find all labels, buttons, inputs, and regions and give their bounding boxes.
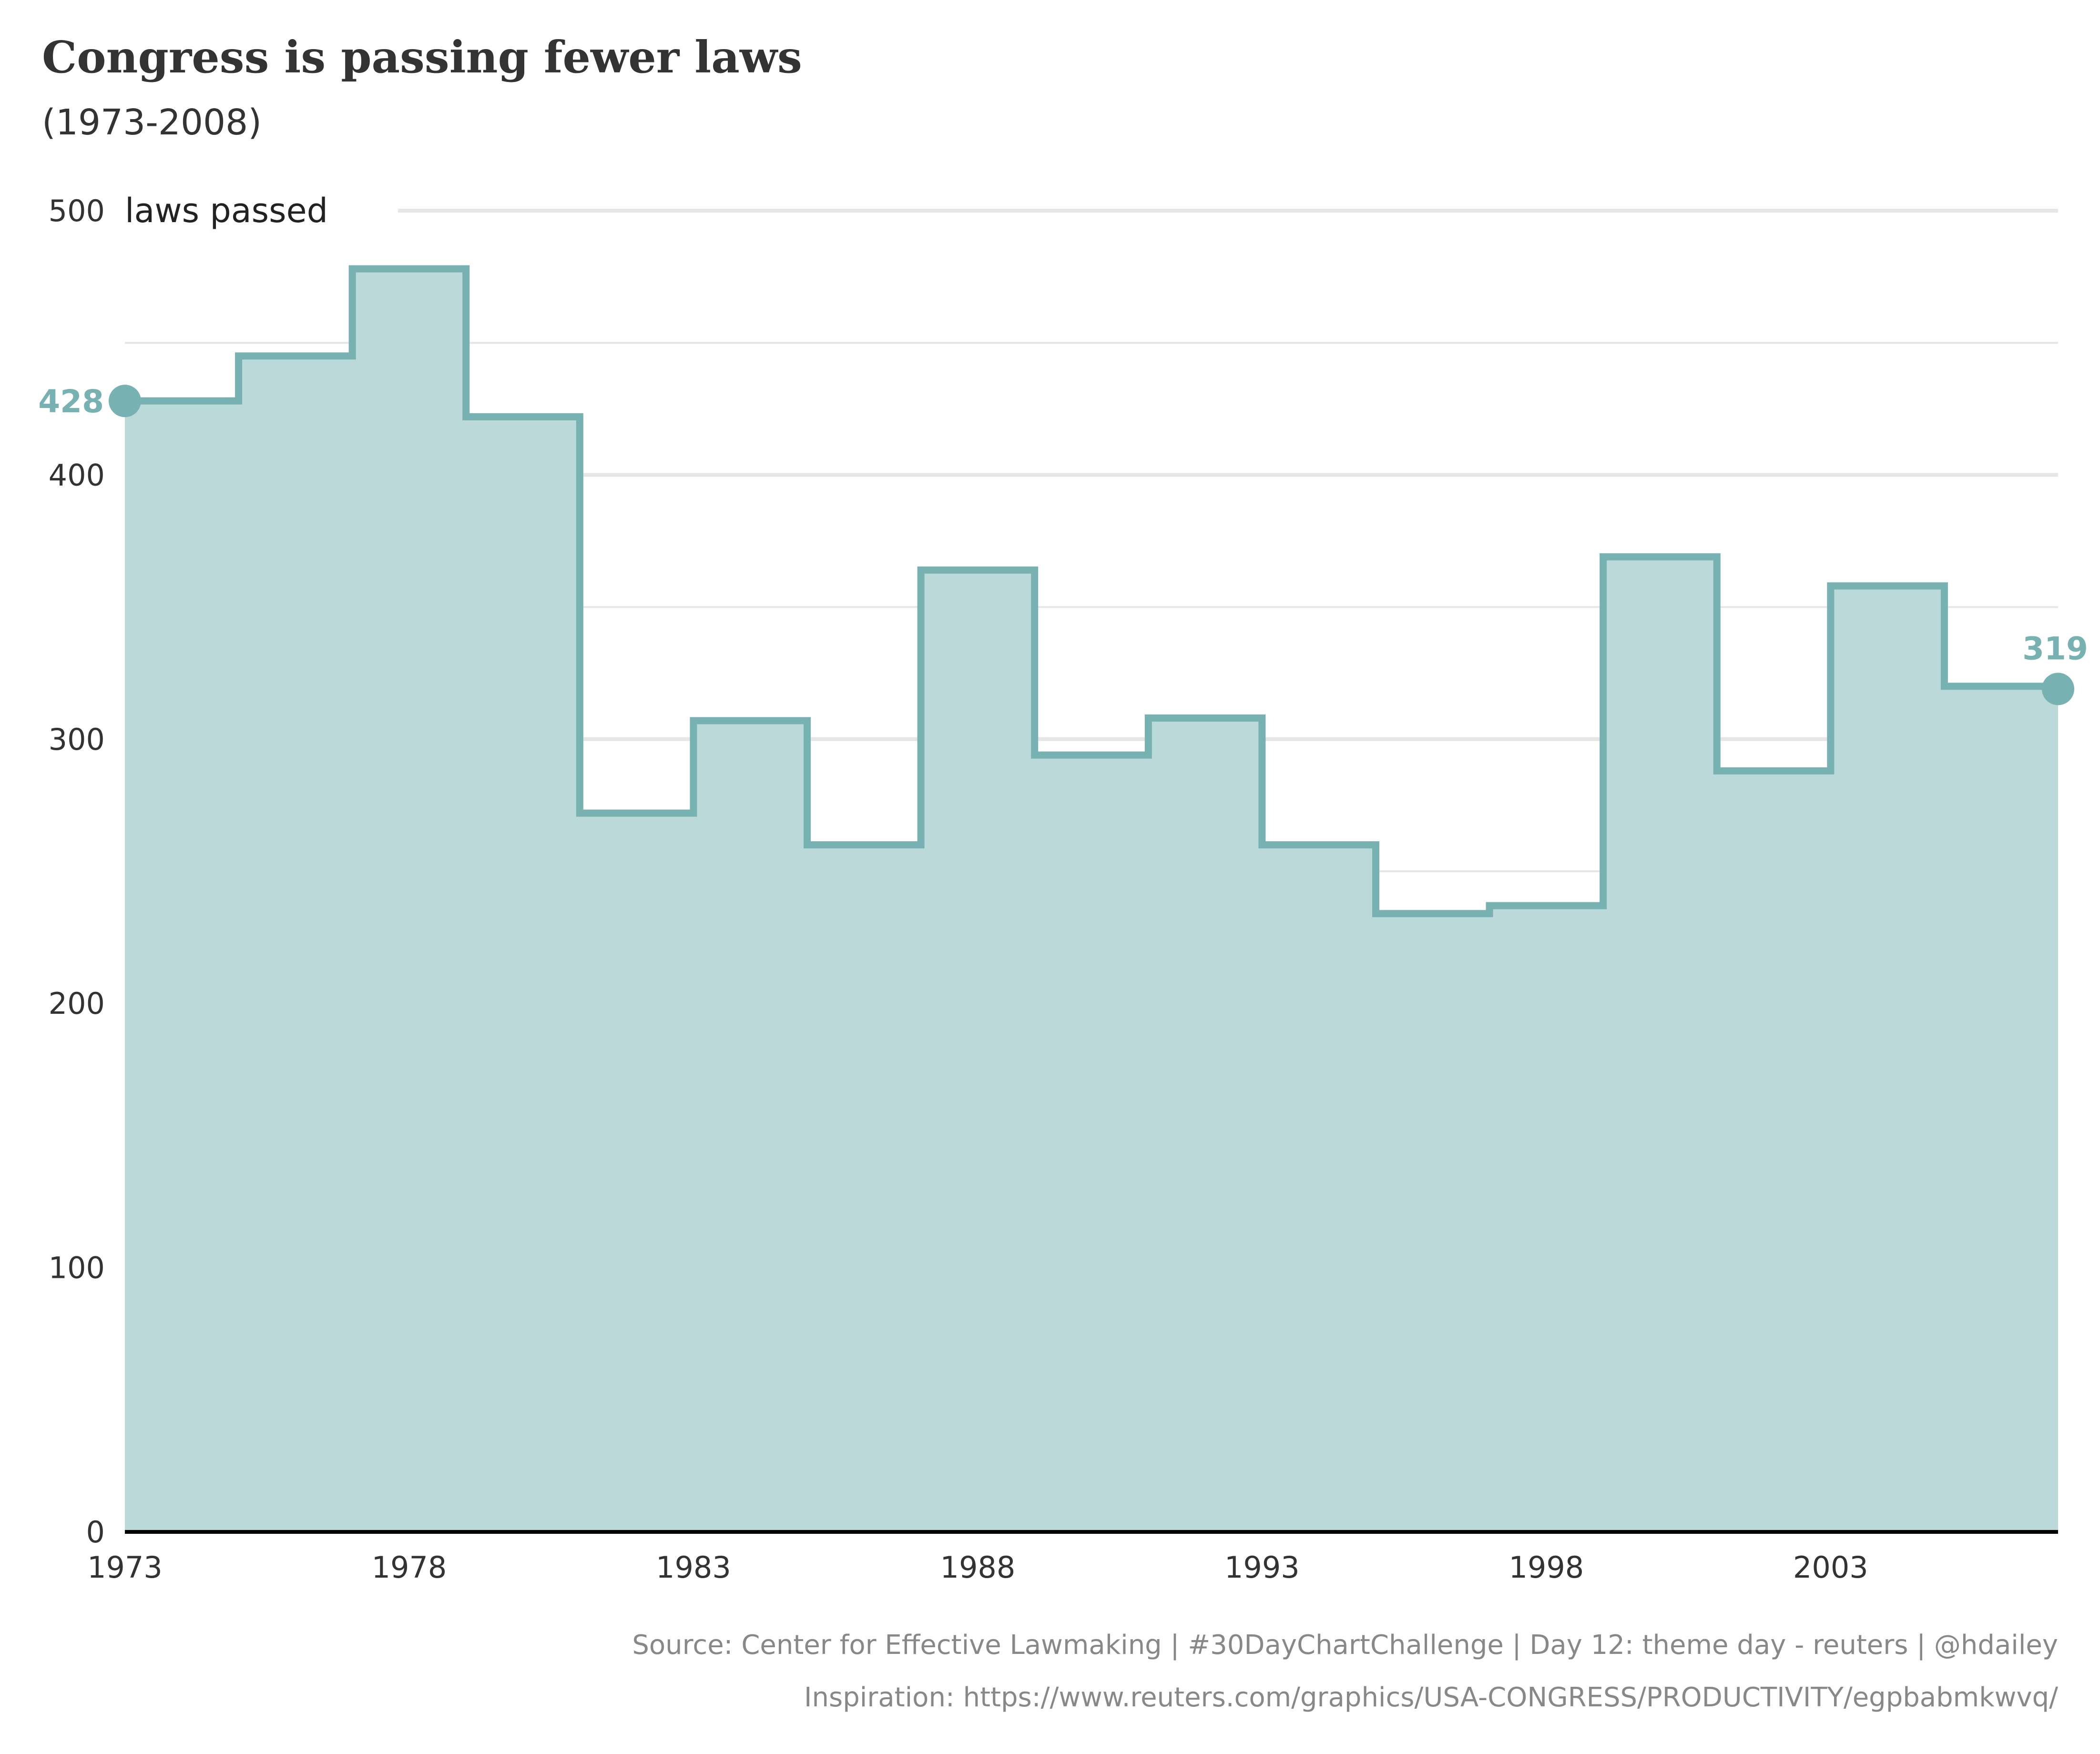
x-tick-label: 1973	[87, 1550, 163, 1585]
x-tick-label: 1993	[1224, 1550, 1300, 1585]
chart-subtitle: (1973-2008)	[42, 102, 262, 143]
y-tick-label: 400	[49, 458, 105, 492]
caption-inspiration: Inspiration: https://www.reuters.com/gra…	[804, 1682, 2058, 1713]
x-tick-label: 1998	[1509, 1550, 1584, 1585]
y-tick-label: 300	[49, 722, 105, 757]
y-tick-label: 200	[49, 986, 105, 1021]
x-axis-ticks: 1973 1978 1983 1988 1993 1998 2003	[87, 1550, 1868, 1585]
area-fill	[125, 268, 2058, 1532]
start-point	[109, 385, 141, 418]
start-value-label: 428	[38, 383, 104, 420]
x-tick-label: 2003	[1793, 1550, 1868, 1585]
end-value-label: 319	[2022, 630, 2088, 667]
y-axis-ticks: 0 100 200 300 400 500	[49, 194, 105, 1550]
y-tick-label: 0	[86, 1515, 105, 1550]
x-tick-label: 1988	[940, 1550, 1016, 1585]
step-line	[125, 265, 2062, 918]
x-tick-label: 1978	[372, 1550, 447, 1585]
x-tick-label: 1983	[656, 1550, 731, 1585]
caption-source: Source: Center for Effective Lawmaking |…	[632, 1630, 2058, 1661]
end-point	[2042, 673, 2074, 705]
chart-title: Congress is passing fewer laws	[42, 31, 802, 83]
y-axis-unit-label: laws passed	[125, 191, 328, 230]
y-tick-label: 100	[49, 1251, 105, 1285]
y-tick-label: 500	[49, 194, 105, 228]
